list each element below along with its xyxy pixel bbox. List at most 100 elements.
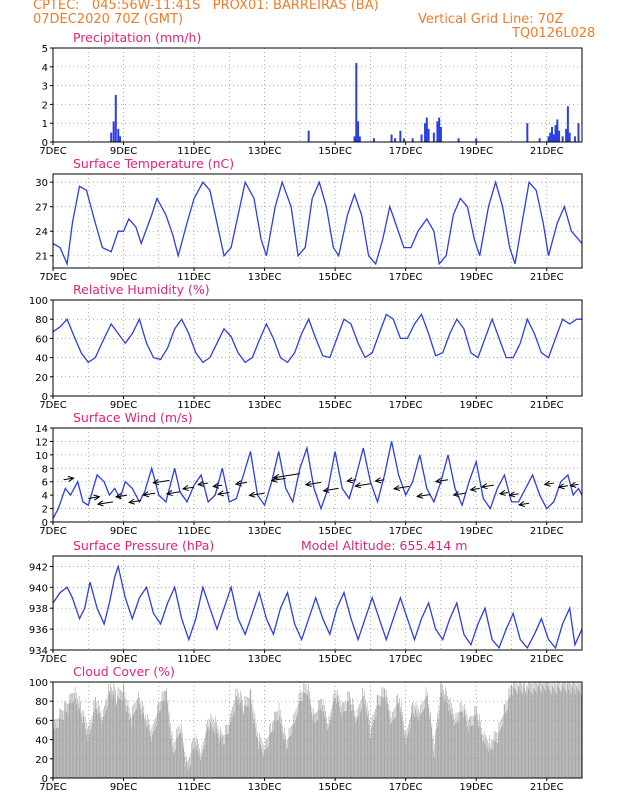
cloud-cover-bar (436, 722, 437, 778)
cloud-cover-bar (326, 717, 327, 778)
cloud-cover-bar (191, 751, 193, 778)
wind-arrow-head (212, 482, 220, 489)
cloud-cover-bar (472, 725, 473, 778)
cloud-cover-bar (505, 713, 506, 778)
wind-arrow-head (165, 489, 173, 497)
cloud-cover-bar (371, 716, 373, 778)
cloud-cover-bar (219, 734, 221, 778)
cloud-cover-bar (295, 708, 297, 778)
cloud-cover-bar (316, 720, 318, 778)
cloud-cover-bar (138, 703, 140, 778)
cloud-cover-bar (255, 722, 257, 778)
cloud-cover-bar (91, 715, 93, 778)
wind-arrows (63, 473, 579, 507)
cloud-cover-bar (213, 730, 215, 778)
cloud-cover-bar (235, 688, 236, 778)
cloud-cover-bar (118, 697, 119, 778)
cloud-cover-bar (366, 702, 368, 778)
cloud-cover-bar (404, 730, 406, 778)
cloud-cover-bar (129, 719, 131, 778)
cloud-cover-bar (405, 744, 406, 778)
precipitation-bar (552, 134, 555, 142)
cloud-cover-bar (351, 704, 353, 778)
cloud-cover-bar (350, 698, 352, 778)
cloud-cover-bar (289, 726, 291, 778)
cloud-cover-bar (111, 698, 113, 778)
cloud-cover-bar (378, 704, 379, 778)
cloud-cover-bar (168, 711, 170, 778)
cloud-cover-bar (172, 746, 173, 778)
cloud-cover-bar (332, 705, 333, 778)
cloud-cover-bar (386, 703, 388, 778)
cloud-cover-bar (84, 716, 86, 778)
cloud-cover-bar (240, 702, 242, 778)
cloud-cover-bar (262, 744, 264, 778)
cloud-cover-bar (303, 692, 305, 778)
y-tick-label: 2 (42, 505, 48, 516)
x-tick-label: 19DEC (459, 146, 493, 157)
cloud-cover-bar (369, 733, 371, 778)
cloud-cover-bar (425, 687, 427, 778)
cloud-cover-bar (542, 684, 543, 778)
cloud-cover-bar (222, 735, 223, 778)
cloud-cover-bar (156, 715, 158, 778)
cloud-cover-bar (433, 757, 435, 778)
x-tick-label: 15DEC (318, 146, 352, 157)
cloud-cover-bar (527, 682, 529, 778)
cloud-cover-bar (564, 690, 566, 778)
y-tick-label: 20 (35, 755, 48, 766)
x-tick-label: 11DEC (177, 272, 211, 283)
cloud-cover-bar (265, 740, 266, 778)
cloud-cover-bar (536, 682, 537, 778)
x-tick-label: 9DEC (110, 782, 137, 793)
cloud-cover-bar (323, 711, 324, 778)
cloud-cover-bar (574, 682, 575, 778)
cloud-cover-bar (349, 692, 350, 778)
cloud-cover-bar (74, 693, 75, 778)
cloud-cover-bar (418, 720, 420, 778)
cloud-cover-bar (356, 720, 357, 778)
y-tick-label: 8 (42, 464, 48, 475)
cloud-cover-bar (141, 707, 143, 778)
cloud-cover-bar (312, 720, 313, 778)
cloud-cover-bar (245, 696, 247, 778)
cloud-cover-bar (137, 698, 138, 778)
cloud-cover-bar (442, 684, 443, 778)
cloud-cover-bar (471, 716, 473, 778)
cloud-cover-bar (346, 701, 348, 778)
cloud-cover-bar (426, 695, 427, 778)
cloud-cover-bar (165, 691, 167, 778)
cloud-cover-bar (224, 734, 226, 778)
cloud-cover-bar (169, 723, 171, 778)
cloud-cover-bar (361, 698, 363, 778)
cloud-cover-bar (298, 703, 299, 778)
cloud-cover-bar (408, 731, 410, 778)
cloud-cover-bar (407, 735, 409, 778)
cloud-cover-bar (131, 716, 133, 778)
cloud-cover-bar (460, 702, 462, 778)
cloud-cover-bar (58, 727, 59, 778)
cloud-cover-bar (579, 682, 580, 778)
precipitation-bar (355, 63, 358, 142)
cloud-cover-bar (206, 719, 208, 778)
cloud-cover-bar (279, 710, 281, 778)
wind-arrow-head (272, 473, 280, 480)
cloud-cover-bar (439, 697, 441, 778)
cloud-cover-bar (278, 720, 279, 778)
cloud-cover-bar (60, 719, 62, 778)
cloud-cover-bar (519, 682, 520, 778)
cloud-cover-bar (451, 715, 453, 778)
panel-4: 0 2 4 6 8 10 12 14 7DEC 9DEC 11DEC 13DEC 15DEC 17DEC 1… (35, 410, 583, 537)
cloud-cover-bar (495, 731, 496, 778)
cloud-cover-bar (275, 721, 277, 778)
cloud-cover-bar (261, 740, 263, 778)
x-tick-label: 9DEC (110, 654, 137, 665)
cloud-cover-bar (576, 685, 577, 778)
x-tick-label: 17DEC (389, 400, 423, 411)
cloud-cover-bar (81, 710, 83, 778)
cloud-cover-bar (473, 715, 475, 778)
cloud-cover-bar (145, 727, 147, 778)
cloud-cover-bar (215, 728, 217, 778)
wind-arrow (544, 482, 554, 485)
cloud-cover-bar (304, 683, 306, 778)
